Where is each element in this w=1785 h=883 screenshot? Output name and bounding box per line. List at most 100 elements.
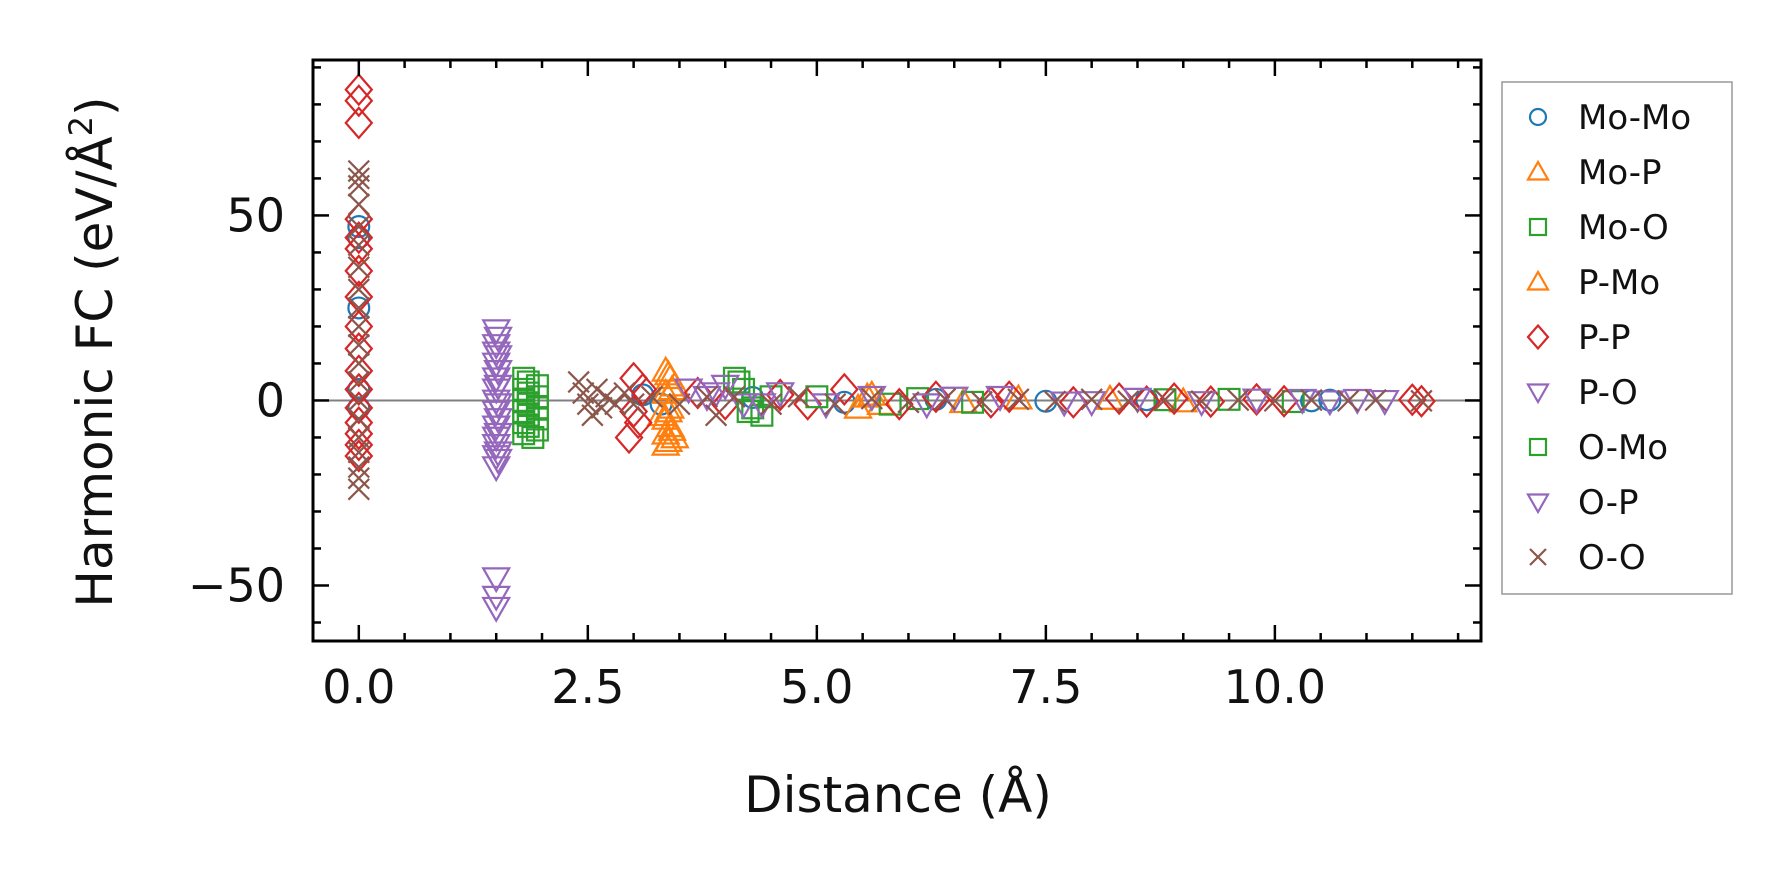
point-o-o-stroke [1080,388,1103,411]
point-o-o-stroke [897,391,920,414]
point-o-o-stroke [1336,389,1360,413]
point-p-p [344,428,374,462]
point-o-o-stroke [594,385,618,408]
point-o-o [347,233,370,257]
point-o-o-stroke [347,466,370,490]
point-o-o-stroke [347,389,370,412]
point-o-o [347,278,370,301]
point-p-o [1314,390,1345,417]
legend-entry-o-o: O-O [1529,538,1646,578]
point-o-o-stroke [723,385,746,408]
point-o-o-stroke [347,407,370,431]
x-tick-label: 0.0 [322,660,395,714]
legend-label-p-mo: P-Mo [1578,263,1660,303]
point-o-o [1364,388,1387,412]
point-mo-p [1168,386,1199,413]
point-o-o [1117,390,1140,413]
point-o-o [581,404,604,427]
point-o-o [668,392,691,416]
point-o-o-stroke [347,333,370,357]
point-o-o [347,333,370,357]
point-o-o [759,392,783,416]
point-o-o-stroke [1190,390,1213,413]
point-o-o [576,392,600,416]
point-p-o [1122,387,1153,414]
legend-marker-p-o [1526,383,1550,405]
point-p-mo [1095,383,1125,410]
point-o-o-stroke [585,378,609,401]
legend-entry-mo-o: Mo-O [1528,208,1669,248]
point-o-o [347,174,370,197]
point-o-o-stroke [1043,390,1067,413]
point-o-o-stroke [787,385,810,408]
point-o-o-stroke [1153,388,1177,411]
point-o-p [483,326,513,353]
point-o-o [347,407,370,431]
point-o-p [483,408,513,435]
point-mo-p [1003,383,1034,410]
point-o-o [1300,388,1323,412]
point-o-o [723,385,746,408]
point-p-o [911,393,942,420]
legend-marker-o-mo [1528,437,1548,457]
point-o-o [572,381,595,405]
point-mo-o [1281,390,1305,414]
point-o-o [1007,388,1030,411]
y-axis-label-close: ) [66,96,124,116]
point-o-o-stroke [1263,389,1287,413]
point-o-o [1080,388,1103,411]
point-mo-p [646,400,677,427]
y-axis-label-superscript: 2 [62,116,100,136]
point-o-o-stroke [1300,388,1323,412]
point-p-mo [657,414,687,441]
point-o-o-stroke [347,193,370,216]
point-o-p [483,441,513,468]
legend-label-p-o: P-O [1578,373,1638,413]
point-o-o-stroke [347,278,370,301]
point-o-o [347,296,370,320]
point-o-o-stroke [347,455,370,479]
legend-entry-mo-p: Mo-P [1526,153,1662,193]
point-p-p [344,439,374,473]
point-mo-p [650,418,681,445]
point-p-p [994,380,1024,414]
point-p-p [1406,384,1436,418]
point-p-o [1241,388,1272,415]
point-o-o [1153,388,1177,411]
point-o-o-stroke [1364,388,1387,412]
legend: Mo-Mo Mo-P Mo-O P-Mo P-P P-O O-Mo O-P O-O [1501,81,1733,595]
legend-label-mo-mo: Mo-Mo [1578,98,1691,138]
x-tick-label: 7.5 [1009,660,1082,714]
point-o-o-stroke [604,392,627,416]
point-p-mo [653,425,684,453]
point-p-p [344,372,374,406]
legend-label-o-p: O-P [1578,483,1638,523]
point-o-p [483,422,513,449]
point-o-o [347,389,370,412]
legend-marker-mo-o [1528,217,1548,237]
point-o-o-stroke [640,385,664,408]
point-o-o [1190,390,1213,413]
point-o-o-stroke [347,315,370,338]
point-mo-o [512,422,536,446]
point-p-p [1397,383,1427,417]
point-o-o [347,466,370,490]
point-o-o [622,392,645,416]
point-p-p [344,221,374,255]
point-p-p [344,354,374,388]
point-p-o [481,319,512,346]
legend-entry-p-mo: P-Mo [1526,263,1660,303]
point-mo-mo [347,215,371,239]
series-mo-o [512,366,1305,446]
point-o-o [604,392,627,416]
point-o-o-stroke [1410,389,1433,413]
point-o-o [695,385,719,408]
legend-marker-mo-p [1526,159,1550,181]
legend-marker-o-p [1526,493,1550,515]
legend-marker-o-o-stroke [1529,548,1547,566]
axis-ticks [311,60,1481,641]
data-markers [344,72,1436,623]
point-mo-o [1153,388,1177,412]
